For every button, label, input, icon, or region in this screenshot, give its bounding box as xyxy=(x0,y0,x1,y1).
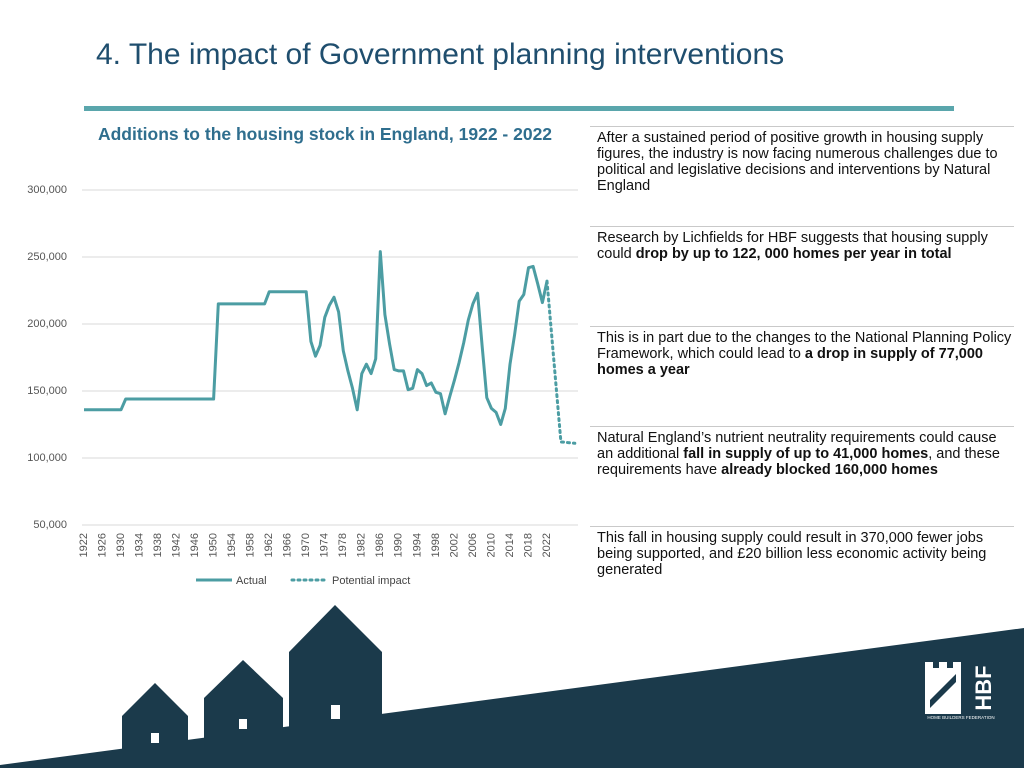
x-tick-label: 2010 xyxy=(485,533,497,557)
x-tick-label: 2006 xyxy=(467,533,479,557)
x-tick-label: 1934 xyxy=(133,533,145,557)
x-tick-label: 1966 xyxy=(282,533,294,557)
house-window xyxy=(151,733,159,743)
logo-subtext: HOME BUILDERS FEDERATION xyxy=(927,715,994,720)
x-tick-label: 2014 xyxy=(504,533,516,557)
house-window xyxy=(239,719,247,729)
title-rule xyxy=(84,106,954,111)
logo-text: HBF xyxy=(971,665,996,710)
x-tick-label: 1950 xyxy=(208,533,220,557)
note-separator xyxy=(590,426,1014,427)
note: After a sustained period of positive gro… xyxy=(597,130,1015,194)
note-emphasis: fall in supply of up to 41,000 homes xyxy=(683,446,929,462)
note-emphasis: drop by up to 122, 000 homes per year in… xyxy=(635,246,952,262)
legend-label: Actual xyxy=(236,575,267,587)
logo: HBF HOME BUILDERS FEDERATION xyxy=(925,662,996,720)
x-tick-label: 1978 xyxy=(337,533,349,557)
house xyxy=(204,660,283,768)
x-tick-label: 1942 xyxy=(171,533,183,557)
x-tick-label: 1954 xyxy=(226,533,238,557)
chart-title: Additions to the housing stock in Englan… xyxy=(97,124,553,144)
y-tick-label: 200,000 xyxy=(27,318,67,330)
x-tick-label: 1990 xyxy=(393,533,405,557)
x-tick-label: 1970 xyxy=(300,533,312,557)
x-tick-label: 1946 xyxy=(189,533,201,557)
x-tick-label: 1974 xyxy=(319,533,331,557)
x-tick-label: 1986 xyxy=(374,533,386,557)
x-tick-label: 1938 xyxy=(152,533,164,557)
note-emphasis: a drop in supply of 77,000 homes a year xyxy=(597,346,983,378)
line-series xyxy=(84,250,549,426)
x-tick-label: 1998 xyxy=(430,533,442,557)
note: This fall in housing supply could result… xyxy=(597,530,1015,578)
note-text: Research by Lichfields for HBF suggests … xyxy=(597,230,988,262)
note-separator xyxy=(590,226,1014,227)
logo-stripe xyxy=(930,674,956,708)
legend-label: Potential impact xyxy=(332,575,410,587)
note: This is in part due to the changes to th… xyxy=(597,330,1015,378)
x-tick-label: 1994 xyxy=(411,533,423,557)
note-separator xyxy=(590,526,1014,527)
y-tick-label: 250,000 xyxy=(27,251,67,263)
note-emphasis: already blocked 160,000 homes xyxy=(721,462,938,478)
y-tick-label: 100,000 xyxy=(27,452,67,464)
note: Natural England’s nutrient neutrality re… xyxy=(597,430,1015,478)
note-text: This fall in housing supply could result… xyxy=(597,530,987,578)
x-tick-label: 1982 xyxy=(356,533,368,557)
note-text: After a sustained period of positive gro… xyxy=(597,130,998,194)
house xyxy=(289,605,382,768)
x-tick-label: 2018 xyxy=(522,533,534,557)
note: Research by Lichfields for HBF suggests … xyxy=(597,230,1015,262)
house xyxy=(122,683,188,768)
x-tick-label: 1926 xyxy=(96,533,108,557)
x-tick-label: 1930 xyxy=(115,533,127,557)
house-window xyxy=(331,705,340,719)
line-series xyxy=(545,279,577,445)
y-tick-label: 50,000 xyxy=(33,519,67,531)
x-tick-label: 2002 xyxy=(448,533,460,557)
note-text: This is in part due to the changes to th… xyxy=(597,330,1012,362)
y-tick-label: 300,000 xyxy=(27,184,67,196)
slide-title: 4. The impact of Government planning int… xyxy=(96,38,785,71)
note-text: Natural England’s nutrient neutrality re… xyxy=(597,430,997,462)
x-tick-label: 1958 xyxy=(245,533,257,557)
x-tick-label: 2022 xyxy=(541,533,553,557)
note-separator xyxy=(590,326,1014,327)
note-separator xyxy=(590,126,1014,127)
note-text: , and these requirements have xyxy=(597,446,1000,478)
x-tick-label: 1962 xyxy=(263,533,275,557)
x-tick-label: 1922 xyxy=(78,533,90,557)
legend-item: Potential impact xyxy=(290,575,410,587)
y-tick-label: 150,000 xyxy=(27,385,67,397)
legend-item: Actual xyxy=(196,575,267,587)
